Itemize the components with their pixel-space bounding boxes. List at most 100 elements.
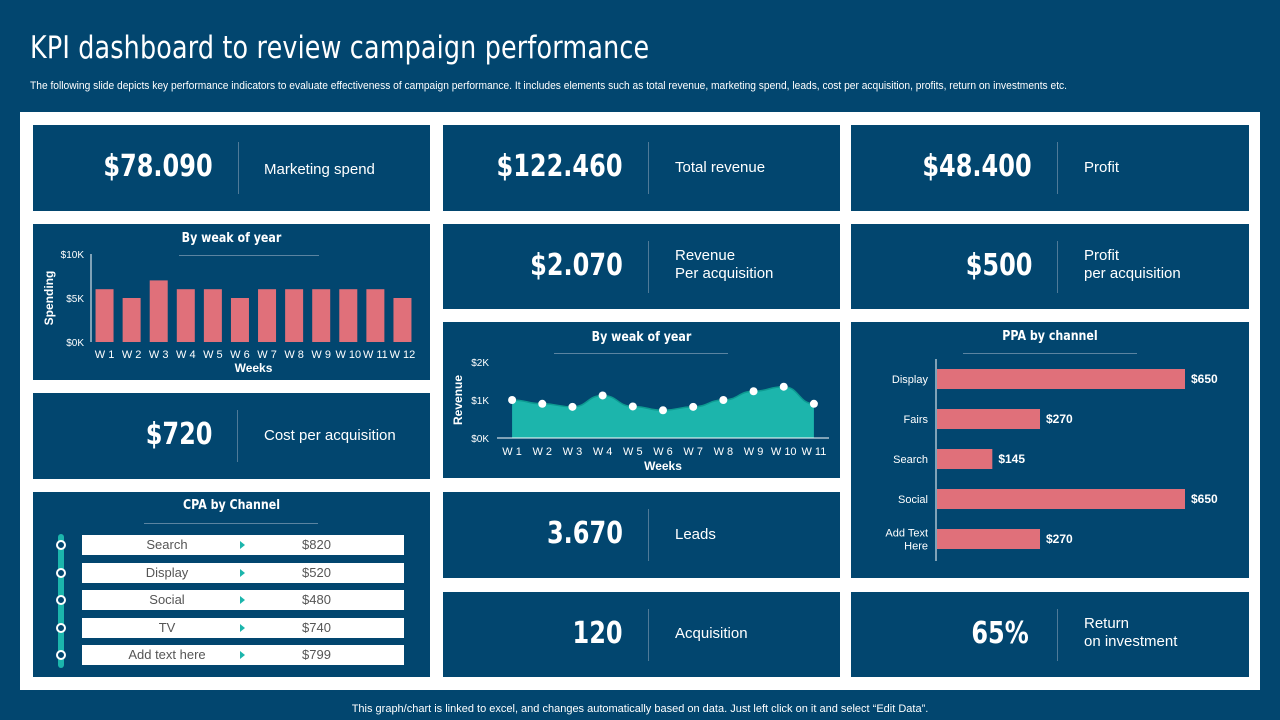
timeline-dot <box>56 650 66 660</box>
x-tick-label: W 7 <box>257 349 277 361</box>
timeline-dot <box>56 568 66 578</box>
ppa-bar <box>937 489 1185 509</box>
ppa-bar <box>937 409 1041 429</box>
ppa-data-label: $270 <box>1046 412 1073 426</box>
cpa-row-tv: TV $740 <box>82 618 404 638</box>
timeline-dot <box>56 595 66 605</box>
ppa-category-label: Fairs <box>904 414 929 426</box>
cpa-channel-name: Add text here <box>128 647 206 662</box>
cpa-row-social: Social $480 <box>82 590 404 610</box>
ppa-data-label: $650 <box>1191 492 1218 506</box>
arrow-right-icon <box>240 651 245 659</box>
y-tick-label: $2K <box>471 358 489 369</box>
total-revenue-value: $122.460 <box>496 149 623 184</box>
spending-bar <box>95 289 114 342</box>
ppa-category-label: Here <box>904 541 928 553</box>
cpa-channel-value: $740 <box>302 620 331 635</box>
spending-bar <box>149 280 168 342</box>
ppa-category-label: Display <box>892 374 929 386</box>
page-subtitle: The following slide depicts key performa… <box>30 80 1067 92</box>
ppa-bar <box>937 449 993 469</box>
timeline-dot <box>56 540 66 550</box>
y-tick-label: $10K <box>61 250 85 261</box>
leads-value: 3.670 <box>547 516 623 551</box>
revenue-point <box>628 402 637 411</box>
cpa-channel-name: Display <box>145 565 189 580</box>
revenue-point <box>659 406 667 415</box>
cpa-channel-value: $480 <box>302 592 331 607</box>
profit-per-acquisition-label-line1: Profit <box>1084 247 1120 264</box>
x-tick-label: W 3 <box>563 446 583 458</box>
revenue-point <box>689 402 698 411</box>
ppa-category-label: Add Text <box>885 528 928 540</box>
x-tick-label: W 1 <box>95 349 115 361</box>
x-tick-label: W 11 <box>363 349 388 361</box>
revenue-chart-title: By weak of year <box>591 330 692 345</box>
ppa-category-label: Search <box>893 454 928 466</box>
revenue-point <box>568 402 577 411</box>
divider <box>648 142 649 194</box>
x-tick-label: W 2 <box>122 349 142 361</box>
divider <box>648 509 649 561</box>
x-axis-title: Weeks <box>235 361 273 375</box>
arrow-right-icon <box>240 596 245 604</box>
x-tick-label: W 10 <box>335 349 361 361</box>
spending-bar-chart: $0K $5K $10K W 1 W 2 W 3 W 4 W 5 W 6 W 7 W 8 W 9 W 1… <box>42 250 416 375</box>
y-tick-label: $1K <box>471 396 489 407</box>
roi-label-line1: Return <box>1084 615 1130 632</box>
spending-bar <box>393 298 412 342</box>
divider <box>648 241 649 293</box>
revenue-point <box>749 387 758 396</box>
revenue-area-chart: $0K $1K $2K W 1 W 2 W 3 W 4 W 5 W 6 W 7 W 8 W 9 W 10… <box>451 358 829 473</box>
cpa-channel-value: $520 <box>302 565 331 580</box>
revenue-point <box>719 396 728 404</box>
ppa-data-label: $650 <box>1191 372 1218 386</box>
revenue-point <box>779 382 788 391</box>
cpa-channel-name: Social <box>149 592 185 607</box>
x-tick-label: W 6 <box>653 446 673 458</box>
spending-bar <box>176 289 195 342</box>
acquisition-card: 120 Acquisition <box>443 592 840 677</box>
divider <box>648 609 649 661</box>
marketing-spend-value: $78.090 <box>103 149 213 184</box>
revenue-point <box>598 391 607 400</box>
cpa-channel-name: Search <box>146 537 188 552</box>
cpa-row-display: Display $520 <box>82 563 404 583</box>
spending-bar <box>122 298 141 342</box>
x-tick-label: W 3 <box>149 349 169 361</box>
cpa-row-search: Search $820 <box>82 535 404 555</box>
cost-per-acquisition-card: $720 Cost per acquisition <box>33 393 430 479</box>
acquisition-label: Acquisition <box>675 625 748 642</box>
total-revenue-card: $122.460 Total revenue <box>443 125 840 211</box>
cpa-row-add-text: Add text here $799 <box>82 645 404 665</box>
ppa-bar <box>937 369 1185 389</box>
profit-per-acquisition-value: $500 <box>965 248 1032 283</box>
revenue-per-acquisition-label: Revenue Per acquisition <box>675 247 773 283</box>
ppa-data-label: $270 <box>1046 532 1073 546</box>
divider <box>1057 609 1058 661</box>
spending-bar <box>285 289 304 342</box>
x-tick-label: W 4 <box>176 349 196 361</box>
revenue-point <box>809 399 818 408</box>
spending-bar <box>203 289 222 342</box>
ppa-horizontal-bar-chart: $650 Display $270 Fairs $145 Search $650 Social… <box>885 359 1218 561</box>
arrow-right-icon <box>240 624 245 632</box>
divider <box>1057 241 1058 293</box>
ppa-chart-title: PPA by channel <box>1002 329 1098 344</box>
ppa-data-label: $145 <box>998 452 1025 466</box>
ppa-category-label: Social <box>898 494 928 506</box>
timeline-dot <box>56 623 66 633</box>
cpa-by-channel-title: CPA by Channel <box>182 498 281 513</box>
cpa-channel-value: $799 <box>302 647 331 662</box>
spending-bar <box>230 298 249 342</box>
y-tick-label: $0K <box>471 434 489 445</box>
x-tick-label: W 11 <box>801 446 826 458</box>
y-axis-title: Revenue <box>451 375 465 425</box>
revenue-per-acquisition-label-line2: Per acquisition <box>675 265 774 282</box>
x-tick-label: W 10 <box>771 446 797 458</box>
spending-bar <box>339 289 358 342</box>
x-tick-label: W 12 <box>390 349 416 361</box>
leads-card: 3.670 Leads <box>443 492 840 578</box>
y-axis-title: Spending <box>42 271 56 326</box>
spending-bar <box>312 289 331 342</box>
